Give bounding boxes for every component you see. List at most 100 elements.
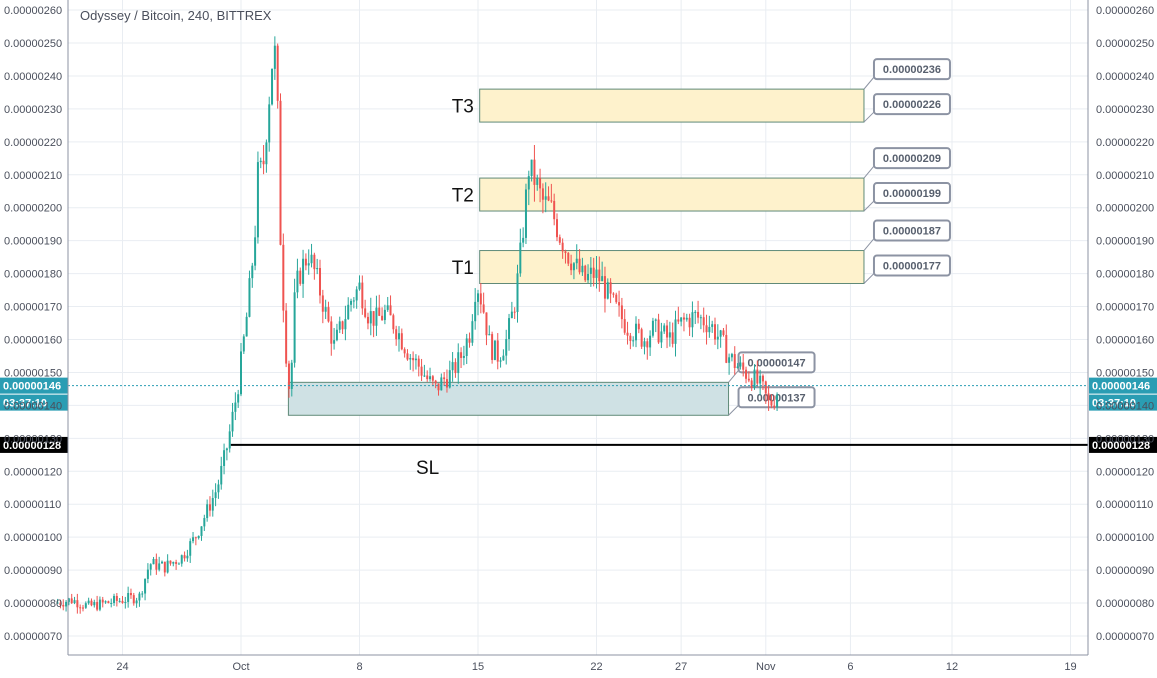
candle-body (135, 600, 138, 604)
candle-body (468, 338, 471, 343)
candle-body (714, 324, 716, 340)
candle-body (338, 321, 341, 330)
candle-body (310, 254, 313, 264)
x-tick-label: 19 (1064, 661, 1076, 673)
y-tick-label-right: 0.00000200 (1096, 203, 1154, 215)
x-tick-label: 24 (116, 661, 128, 673)
candle-body (496, 340, 499, 362)
callout-low-T2-text: 0.00000199 (883, 188, 941, 200)
y-tick-label-left: 0.00000190 (4, 236, 62, 248)
candle-body (434, 380, 437, 384)
candle-body (364, 308, 367, 317)
candle-body (530, 159, 533, 177)
candle-body (654, 319, 657, 321)
candle-body (666, 325, 669, 338)
candle-body (350, 300, 353, 305)
candle-body (736, 366, 739, 368)
candle-body (578, 258, 581, 273)
candle-body (56, 602, 59, 604)
axes: 0.00000260 0.00000260 0.00000250 0.00000250… (4, 0, 1154, 673)
callout-low-T2-connector (863, 200, 875, 212)
grid-lines (68, 0, 1088, 655)
candle-body (716, 336, 719, 340)
candle-body (572, 263, 575, 271)
callout-low-T3-connector (863, 111, 875, 123)
candle-body (67, 598, 70, 602)
candle-body (290, 362, 293, 389)
candle-body (632, 340, 635, 342)
candle-body (180, 555, 183, 564)
candle-body (431, 376, 434, 381)
zone-entry (287, 381, 730, 416)
candle-body (240, 351, 242, 395)
candle-body (680, 317, 683, 322)
candle-body (556, 219, 558, 238)
candle-body (251, 265, 254, 279)
candle-body (144, 578, 147, 594)
candle-body (225, 448, 228, 451)
candle-body (355, 289, 358, 301)
callout-high-T1-connector (863, 238, 875, 251)
candle-body (454, 362, 457, 374)
candle-body (197, 535, 200, 539)
candle-body (245, 316, 248, 337)
candle-body (93, 602, 96, 606)
sl-badge-right-bg (1089, 436, 1157, 453)
y-tick-label-left: 0.00000070 (4, 631, 62, 643)
candle-body (688, 317, 691, 328)
candle-body (141, 593, 144, 595)
candle-body (460, 352, 463, 358)
x-tick-label: 15 (472, 661, 484, 673)
candle-body (691, 312, 694, 328)
candle-body (271, 68, 274, 105)
candle-body (223, 450, 226, 466)
candle-body (547, 196, 550, 201)
y-tick-label-left: 0.00000180 (4, 269, 62, 281)
candle-body (333, 340, 336, 344)
candle-body (759, 375, 762, 384)
y-tick-label-right: 0.00000110 (1096, 499, 1153, 511)
candle-body (567, 253, 570, 264)
candle-body (76, 600, 79, 608)
countdown-badge-left-bg (0, 394, 68, 411)
zone-label-T3: T3 (452, 97, 474, 118)
candle-body (313, 254, 316, 270)
candle-body (152, 558, 155, 565)
candle-body (375, 307, 378, 326)
candle-body (699, 317, 702, 319)
candle-body (262, 160, 265, 165)
candle-body (592, 267, 595, 278)
candle-body (146, 569, 149, 579)
candle-body (129, 593, 132, 596)
y-tick-label-left: 0.00000210 (4, 170, 62, 182)
candle-body (728, 357, 731, 363)
zone-label-T2: T2 (452, 186, 474, 207)
candle-body (414, 358, 417, 361)
candle-body (124, 601, 127, 603)
candle-body (256, 162, 259, 238)
callout-high-T3-box (872, 58, 951, 81)
y-tick-label-left: 0.00000240 (4, 71, 62, 83)
x-tick-label: Oct (232, 661, 249, 673)
x-tick-label: 12 (946, 661, 958, 673)
candle-body (189, 541, 192, 556)
candle-body (697, 311, 700, 318)
candle-body (626, 332, 629, 336)
candle-body (248, 278, 251, 317)
candle-body (183, 555, 186, 559)
candle-body (561, 242, 564, 252)
y-tick-label-left: 0.00000170 (4, 302, 62, 314)
price-badge-right-bg (1089, 377, 1157, 394)
callout-high-T3-connector (863, 76, 875, 90)
candle-body (169, 560, 172, 564)
candle-body (499, 360, 502, 362)
candle-body (471, 321, 474, 343)
candle-body (316, 268, 319, 270)
y-tick-label-right: 0.00000070 (1096, 631, 1154, 643)
candle-body (544, 196, 547, 200)
candle-body (423, 375, 426, 377)
candle-body (581, 265, 584, 273)
candle-body (406, 353, 409, 360)
candle-body (302, 258, 305, 284)
